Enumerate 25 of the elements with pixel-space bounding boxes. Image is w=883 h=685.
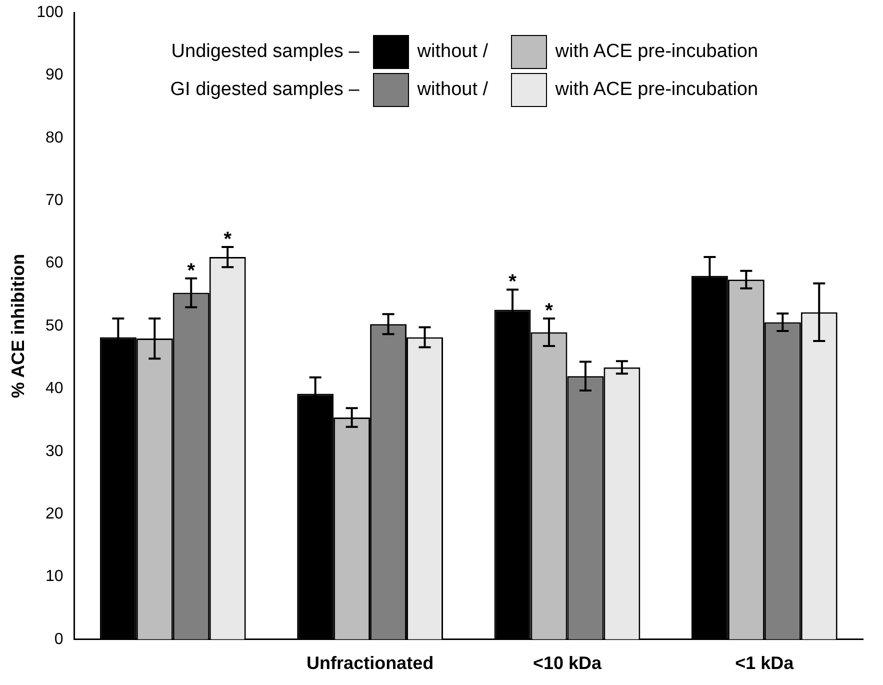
- y-tick-label: 90: [46, 66, 64, 84]
- legend-label: without /: [417, 78, 490, 101]
- legend-label: with ACE pre-incubation: [555, 40, 758, 63]
- x-tick-label: <10 kDa: [532, 653, 602, 674]
- y-tick-label: 30: [46, 442, 64, 460]
- y-tick-label: 0: [54, 630, 64, 648]
- annotation: GI digested samples –: [169, 78, 360, 101]
- y-axis-title: % ACE inhibition: [8, 254, 28, 398]
- x-tick-label: Unfractionated: [306, 653, 434, 674]
- y-tick-label: 80: [46, 129, 64, 146]
- y-tick-label: 100: [36, 4, 64, 22]
- y-tick-label: 70: [46, 192, 64, 210]
- data-label: *: [508, 271, 517, 294]
- y-tick-label: 50: [46, 317, 64, 334]
- legend-label: with ACE pre-incubation: [555, 78, 758, 101]
- data-label: *: [545, 300, 554, 322]
- x-tick-label: <1 kDa: [735, 653, 795, 674]
- data-label: *: [224, 228, 232, 251]
- y-tick-label: 20: [46, 505, 64, 522]
- annotation: Undigested samples –: [170, 40, 360, 63]
- y-tick-label: 10: [46, 568, 64, 586]
- y-tick-label: 40: [46, 380, 64, 398]
- legend-label: without /: [417, 40, 490, 63]
- y-tick-label: 60: [46, 254, 64, 272]
- data-label: *: [187, 260, 196, 282]
